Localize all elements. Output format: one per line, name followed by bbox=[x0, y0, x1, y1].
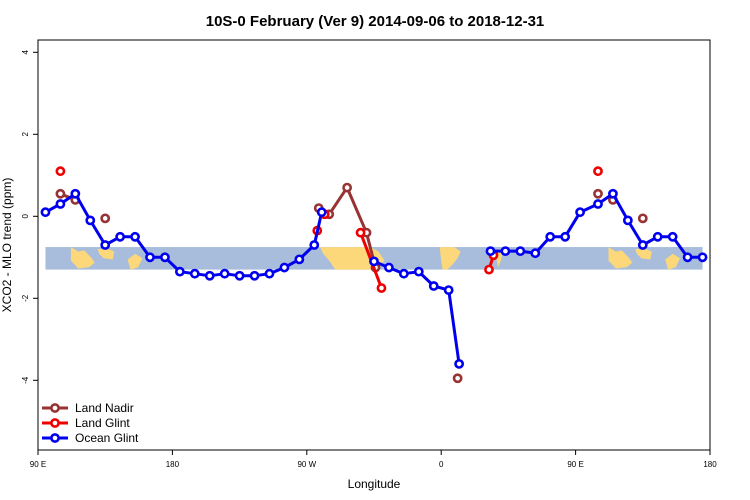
land-mass-6 bbox=[608, 247, 633, 269]
point-land-nadir-11 bbox=[637, 213, 648, 224]
point-ocean-glint-27 bbox=[485, 246, 496, 257]
legend-label-land-glint: Land Glint bbox=[75, 416, 130, 430]
chart-title: 10S-0 February (Ver 9) 2014-09-06 to 201… bbox=[206, 13, 545, 30]
legend-marker-land-nadir bbox=[50, 403, 60, 413]
point-ocean-glint-2 bbox=[70, 188, 81, 199]
point-ocean-glint-28 bbox=[500, 246, 511, 257]
point-ocean-glint-9 bbox=[174, 266, 185, 277]
y-tick-label-1: 2 bbox=[21, 132, 30, 137]
point-ocean-glint-5 bbox=[115, 231, 126, 242]
point-ocean-glint-3 bbox=[85, 215, 96, 226]
x-axis-title: Longitude bbox=[348, 477, 401, 491]
point-ocean-glint-32 bbox=[560, 231, 571, 242]
point-ocean-glint-33 bbox=[575, 207, 585, 218]
point-ocean-glint-38 bbox=[652, 231, 663, 242]
x-tick-label-1: 180 bbox=[166, 460, 180, 469]
point-ocean-glint-20 bbox=[369, 256, 379, 267]
point-ocean-glint-29 bbox=[515, 246, 526, 257]
plot-frame bbox=[37, 39, 711, 451]
point-ocean-glint-0 bbox=[40, 207, 51, 218]
legend-item-ocean-glint: Ocean Glint bbox=[42, 431, 139, 445]
point-ocean-glint-10 bbox=[189, 268, 200, 279]
point-land-glint-4 bbox=[376, 283, 387, 293]
y-axis-title: XCO2 - MLO trend (ppm) bbox=[0, 178, 14, 313]
point-ocean-glint-36 bbox=[622, 215, 633, 226]
point-ocean-glint-24 bbox=[428, 281, 439, 291]
x-tick-label-0: 90 E bbox=[30, 460, 46, 469]
y-tick-label-0: 4 bbox=[21, 50, 30, 55]
point-land-nadir-9 bbox=[593, 188, 603, 199]
point-ocean-glint-26 bbox=[454, 358, 465, 369]
series-line-ocean-glint-1 bbox=[373, 260, 461, 365]
point-ocean-glint-7 bbox=[145, 252, 155, 263]
point-land-glint-5 bbox=[484, 264, 494, 275]
legend-item-land-glint: Land Glint bbox=[42, 416, 130, 430]
series-land-nadir bbox=[55, 182, 648, 384]
point-land-glint-0 bbox=[55, 166, 66, 177]
point-ocean-glint-1 bbox=[55, 199, 66, 209]
point-ocean-glint-12 bbox=[219, 268, 230, 279]
point-ocean-glint-11 bbox=[204, 270, 215, 281]
point-ocean-glint-31 bbox=[545, 231, 556, 242]
legend-marker-land-glint bbox=[50, 418, 60, 428]
x-tick-label-3: 0 bbox=[439, 460, 444, 469]
series-ocean-glint bbox=[40, 188, 708, 369]
point-ocean-glint-21 bbox=[384, 262, 394, 273]
point-ocean-glint-19 bbox=[316, 207, 327, 218]
series-layer bbox=[40, 166, 708, 384]
point-ocean-glint-30 bbox=[530, 248, 541, 259]
point-ocean-glint-4 bbox=[100, 240, 111, 250]
point-ocean-glint-13 bbox=[234, 270, 245, 281]
point-ocean-glint-22 bbox=[398, 268, 409, 279]
point-ocean-glint-39 bbox=[667, 231, 678, 242]
x-axis: 90 E 180 90 W 0 90 E 180 bbox=[30, 450, 717, 469]
point-land-glint-7 bbox=[593, 166, 603, 177]
point-ocean-glint-37 bbox=[637, 240, 648, 250]
land-mass-0 bbox=[70, 247, 95, 269]
point-land-nadir-8 bbox=[452, 373, 463, 384]
y-tick-label-2: 0 bbox=[21, 214, 30, 219]
point-ocean-glint-18 bbox=[309, 240, 320, 250]
point-ocean-glint-25 bbox=[443, 285, 454, 295]
legend-item-land-nadir: Land Nadir bbox=[42, 401, 134, 415]
point-land-nadir-0 bbox=[55, 188, 66, 199]
point-land-glint-3 bbox=[355, 227, 366, 238]
point-ocean-glint-34 bbox=[593, 199, 603, 209]
land-mass-8 bbox=[665, 253, 681, 270]
x-tick-label-5: 180 bbox=[703, 460, 717, 469]
point-ocean-glint-15 bbox=[264, 268, 275, 279]
x-tick-label-2: 90 W bbox=[297, 460, 316, 469]
point-ocean-glint-6 bbox=[130, 231, 140, 242]
point-ocean-glint-35 bbox=[608, 188, 618, 199]
land-mass-5 bbox=[439, 247, 461, 270]
point-ocean-glint-8 bbox=[160, 252, 170, 263]
point-ocean-glint-14 bbox=[249, 270, 260, 281]
series-land-glint bbox=[55, 166, 603, 293]
point-ocean-glint-16 bbox=[279, 262, 290, 273]
x-tick-label-4: 90 E bbox=[567, 460, 583, 469]
point-land-nadir-2 bbox=[100, 213, 111, 224]
legend-label-ocean-glint: Ocean Glint bbox=[75, 431, 139, 445]
point-ocean-glint-40 bbox=[682, 252, 693, 263]
y-tick-label-3: -2 bbox=[21, 294, 30, 302]
point-ocean-glint-17 bbox=[294, 254, 305, 265]
y-axis: 4 2 0 -2 -4 bbox=[21, 50, 38, 384]
land-mass-7 bbox=[635, 248, 652, 260]
legend-label-land-nadir: Land Nadir bbox=[75, 401, 134, 415]
point-ocean-glint-41 bbox=[697, 252, 708, 263]
point-ocean-glint-23 bbox=[413, 266, 424, 277]
point-land-nadir-5 bbox=[342, 182, 353, 193]
legend-marker-ocean-glint bbox=[50, 433, 60, 443]
land-mass-1 bbox=[97, 248, 115, 260]
land-mass-2 bbox=[127, 253, 143, 270]
y-tick-label-4: -4 bbox=[21, 376, 30, 384]
